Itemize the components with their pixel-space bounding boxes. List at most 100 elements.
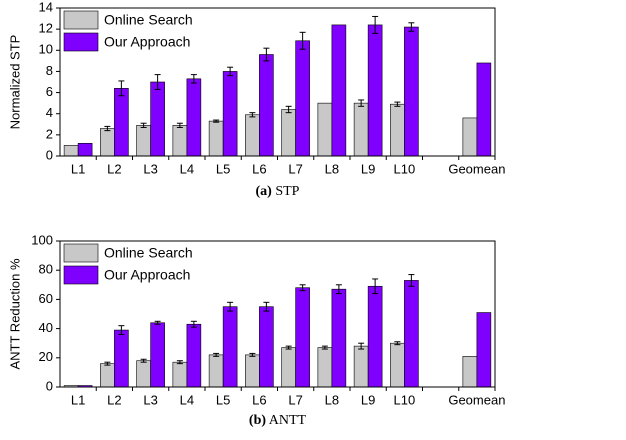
bar bbox=[222, 71, 238, 157]
bar bbox=[136, 360, 151, 388]
error-bar bbox=[140, 358, 147, 363]
y-tick-label: 6 bbox=[46, 84, 53, 99]
bar bbox=[462, 117, 478, 157]
error-bar bbox=[263, 47, 270, 62]
y-tick-label: 10 bbox=[39, 42, 53, 57]
bar bbox=[63, 145, 79, 157]
x-tick-label: L3 bbox=[143, 161, 157, 176]
error-bar bbox=[263, 301, 270, 312]
x-tick-label: L1 bbox=[71, 392, 85, 407]
error-bar bbox=[227, 66, 234, 77]
legend-swatch bbox=[63, 32, 99, 52]
y-tick-label: 0 bbox=[46, 378, 53, 393]
bar bbox=[136, 125, 151, 157]
bar bbox=[404, 26, 419, 157]
bar bbox=[150, 322, 165, 388]
error-bar bbox=[227, 301, 234, 312]
bar bbox=[259, 306, 274, 388]
caption-text: STP bbox=[275, 184, 299, 199]
y-tick-label: 2 bbox=[46, 126, 53, 141]
bar bbox=[100, 363, 115, 388]
bar bbox=[476, 312, 492, 388]
bar bbox=[172, 361, 188, 388]
bar bbox=[317, 347, 333, 388]
error-bar bbox=[299, 284, 306, 292]
bar bbox=[281, 109, 296, 157]
x-tick-label: L7 bbox=[288, 161, 302, 176]
y-tick-label: 8 bbox=[46, 63, 53, 78]
bar bbox=[281, 347, 296, 388]
error-bar bbox=[394, 341, 401, 346]
error-bar bbox=[213, 352, 220, 357]
bar bbox=[186, 323, 202, 388]
bar bbox=[404, 280, 419, 388]
legend-label: Online Search bbox=[104, 12, 193, 28]
legend-label: Our Approach bbox=[104, 34, 190, 50]
x-tick-label: Geomean bbox=[448, 161, 505, 176]
bar bbox=[353, 102, 369, 157]
error-bar bbox=[118, 80, 125, 97]
legend-swatch bbox=[63, 243, 99, 263]
y-tick-label: 20 bbox=[39, 349, 53, 364]
x-tick-label: Geomean bbox=[448, 392, 505, 407]
y-tick-label: 40 bbox=[39, 320, 53, 335]
error-bar bbox=[285, 105, 292, 114]
x-tick-label: L4 bbox=[180, 392, 194, 407]
bar bbox=[245, 114, 260, 157]
error-bar bbox=[190, 74, 197, 84]
error-bar bbox=[176, 360, 183, 365]
error-bar bbox=[249, 352, 256, 357]
error-bar bbox=[358, 99, 365, 107]
bar bbox=[172, 125, 188, 157]
error-bar bbox=[104, 361, 111, 366]
x-tick-label: L2 bbox=[107, 161, 121, 176]
x-tick-label: L5 bbox=[216, 161, 230, 176]
x-tick-label: L4 bbox=[180, 161, 194, 176]
y-tick-label: 12 bbox=[39, 21, 53, 36]
axes-frame bbox=[59, 7, 496, 157]
bar bbox=[114, 88, 129, 157]
bar bbox=[367, 285, 383, 388]
error-bar bbox=[140, 122, 147, 128]
bar bbox=[462, 356, 478, 388]
y-tick-label: 100 bbox=[31, 232, 53, 247]
error-bar bbox=[408, 274, 415, 287]
legend-label: Online Search bbox=[104, 245, 193, 261]
error-bar bbox=[154, 320, 161, 325]
legend-swatch bbox=[63, 10, 99, 30]
error-bar bbox=[249, 112, 256, 118]
error-bar bbox=[394, 101, 401, 107]
bar bbox=[222, 306, 238, 388]
x-tick-label: L6 bbox=[252, 392, 266, 407]
error-bar bbox=[285, 345, 292, 350]
error-bar bbox=[213, 119, 220, 123]
x-tick-label: L6 bbox=[252, 161, 266, 176]
caption-label: (a) bbox=[256, 184, 273, 199]
x-tick-label: L10 bbox=[394, 161, 416, 176]
error-bar bbox=[118, 325, 125, 335]
legend-swatch bbox=[63, 265, 99, 285]
bar bbox=[100, 128, 115, 157]
bar bbox=[114, 329, 129, 388]
bar bbox=[476, 62, 492, 157]
x-tick-label: L9 bbox=[361, 392, 375, 407]
x-tick-label: L8 bbox=[325, 392, 339, 407]
x-tick-label: L10 bbox=[394, 392, 416, 407]
error-bar bbox=[408, 22, 415, 32]
bar bbox=[331, 288, 347, 388]
x-tick-label: L7 bbox=[288, 392, 302, 407]
bar bbox=[259, 54, 274, 157]
error-bar bbox=[321, 345, 328, 350]
error-bar bbox=[176, 122, 183, 128]
x-tick-label: L3 bbox=[143, 392, 157, 407]
bar bbox=[331, 24, 347, 157]
bar bbox=[353, 345, 369, 388]
x-tick-label: L5 bbox=[216, 392, 230, 407]
error-bar bbox=[358, 342, 365, 350]
bar bbox=[317, 102, 333, 157]
axes-frame bbox=[59, 240, 496, 388]
error-bar bbox=[104, 125, 111, 132]
bar bbox=[150, 81, 165, 157]
caption: (b) ANTT bbox=[249, 413, 307, 428]
